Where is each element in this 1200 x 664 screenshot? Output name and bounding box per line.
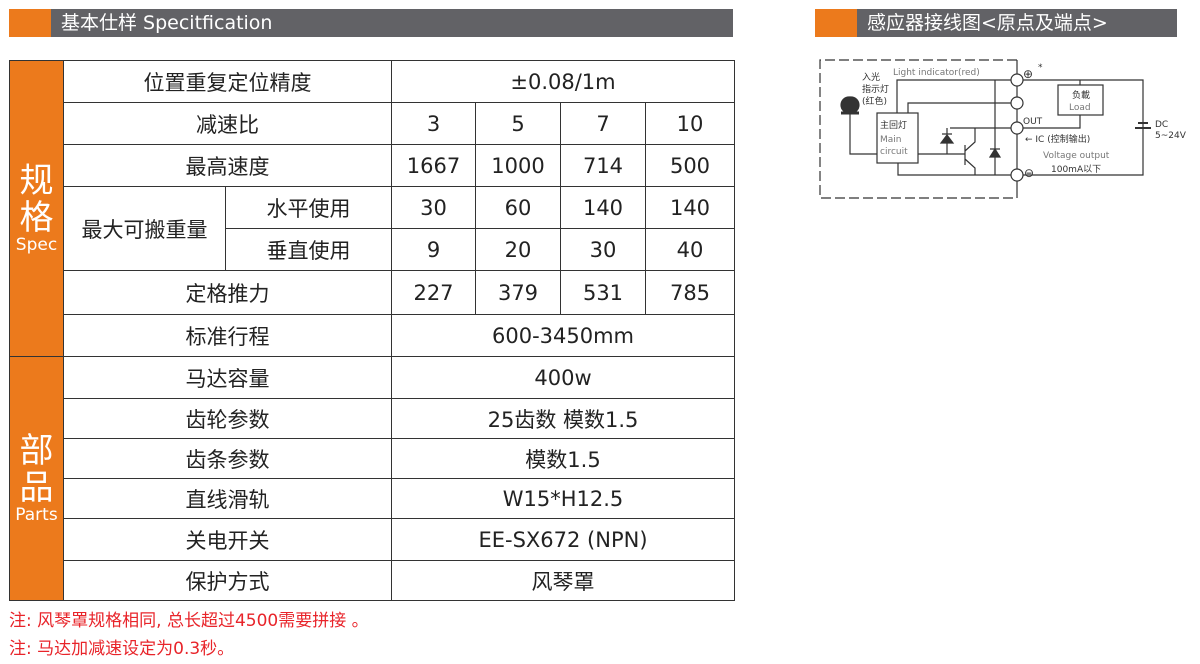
row-value: ±0.08/1m bbox=[391, 60, 735, 103]
row-value: 531 bbox=[560, 270, 646, 315]
dc-label: DC bbox=[1155, 120, 1168, 130]
wiring-header: 感应器接线图<原点及端点> bbox=[815, 9, 1177, 37]
row-value: 7 bbox=[560, 102, 646, 145]
current-label: 100mA以下 bbox=[1051, 165, 1101, 175]
indicator-label: 指示灯 bbox=[862, 83, 889, 95]
header-accent bbox=[9, 9, 51, 37]
circuit-label: circuit bbox=[880, 147, 908, 157]
row-value: 227 bbox=[391, 270, 476, 315]
out-label: OUT bbox=[1023, 117, 1043, 127]
table-row: 最大可搬重量 水平使用 30 60 140 140 bbox=[10, 186, 735, 271]
row-label: 最大可搬重量 bbox=[63, 186, 226, 271]
table-row: 减速比 3 5 7 10 bbox=[10, 102, 735, 145]
row-sublabel: 垂直使用 bbox=[225, 228, 392, 271]
row-value: 785 bbox=[645, 270, 735, 315]
table-row: 规格 Spec 位置重复定位精度 ±0.08/1m bbox=[9, 60, 735, 357]
row-value: 1000 bbox=[475, 144, 561, 187]
row-value: 60 bbox=[475, 186, 561, 229]
row-value: EE-SX672 (NPN) bbox=[391, 518, 735, 561]
minus-label: ⊖ bbox=[1024, 166, 1034, 180]
row-label: 减速比 bbox=[63, 102, 392, 145]
row-value: 模数1.5 bbox=[391, 438, 735, 479]
row-label: 保护方式 bbox=[63, 560, 392, 601]
wiring-title: 感应器接线图<原点及端点> bbox=[867, 12, 1108, 34]
table-row: 垂直使用 9 20 30 40 bbox=[10, 228, 735, 271]
section-parts: 部品 Parts bbox=[9, 356, 64, 601]
table-row: 齿条参数 模数1.5 bbox=[10, 438, 735, 479]
row-label: 关电开关 bbox=[63, 518, 392, 561]
voltage-label: Voltage output bbox=[1043, 151, 1110, 161]
row-value: 30 bbox=[560, 228, 646, 271]
row-label: 最高速度 bbox=[63, 144, 392, 187]
table-row: 最高速度 1667 1000 714 500 bbox=[10, 144, 735, 187]
row-value: 9 bbox=[391, 228, 476, 271]
table-row: 标准行程 600-3450mm bbox=[10, 314, 735, 357]
in-light-label: 入光 bbox=[862, 71, 880, 83]
note-1: 注: 风琴罩规格相同, 总长超过4500需要拼接 。 bbox=[9, 611, 369, 631]
row-value: 3 bbox=[391, 102, 476, 145]
row-value: 1667 bbox=[391, 144, 476, 187]
table-row: 定格推力 227 379 531 785 bbox=[10, 270, 735, 315]
spec-title: 基本仕样 Specitfication bbox=[61, 12, 273, 34]
led-icon bbox=[840, 96, 860, 114]
load-label: Load bbox=[1069, 103, 1091, 113]
ic-label: ← IC (控制输出) bbox=[1025, 133, 1090, 145]
row-label: 位置重复定位精度 bbox=[63, 60, 392, 103]
row-sublabel: 水平使用 bbox=[225, 186, 392, 229]
row-label: 齿轮参数 bbox=[63, 398, 392, 439]
header-accent bbox=[815, 9, 857, 37]
section-spec: 规格 Spec bbox=[9, 60, 64, 357]
row-value: 风琴罩 bbox=[391, 560, 735, 601]
row-value: 400w bbox=[391, 356, 735, 399]
wiring-diagram: Light indicator(red) ⊕ * 入光 指示灯 (红色) 主回灯… bbox=[819, 59, 1187, 199]
row-value: W15*H12.5 bbox=[391, 478, 735, 519]
row-value: 140 bbox=[645, 186, 735, 229]
spec-table: 规格 Spec 位置重复定位精度 ±0.08/1m 减速比 3 5 7 10 最高速度 1667 10… bbox=[9, 60, 735, 601]
row-value: 714 bbox=[560, 144, 646, 187]
row-value: 10 bbox=[645, 102, 735, 145]
row-label: 齿条参数 bbox=[63, 438, 392, 479]
load-cn-label: 负載 bbox=[1072, 89, 1090, 101]
red-label: (红色) bbox=[862, 95, 887, 107]
table-row: 保护方式 风琴罩 bbox=[10, 560, 735, 601]
row-value: 379 bbox=[475, 270, 561, 315]
row-label: 直线滑轨 bbox=[63, 478, 392, 519]
spec-header: 基本仕样 Specitfication bbox=[9, 9, 733, 37]
sensor-boundary bbox=[819, 59, 1017, 199]
row-value: 600-3450mm bbox=[391, 314, 735, 357]
row-value: 500 bbox=[645, 144, 735, 187]
star-label: * bbox=[1038, 63, 1043, 73]
row-value: 5 bbox=[475, 102, 561, 145]
row-label: 定格推力 bbox=[63, 270, 392, 315]
row-value: 140 bbox=[560, 186, 646, 229]
table-row: 齿轮参数 25齿数 模数1.5 bbox=[10, 398, 735, 439]
table-row: 直线滑轨 W15*H12.5 bbox=[10, 478, 735, 519]
terminal-plus bbox=[1010, 73, 1024, 87]
table-row: 关电开关 EE-SX672 (NPN) bbox=[10, 518, 735, 561]
note-2: 注: 马达加减速设定为0.3秒。 bbox=[9, 639, 235, 659]
dc-voltage-label: 5~24V bbox=[1155, 131, 1187, 141]
row-value: 20 bbox=[475, 228, 561, 271]
light-indicator-label: Light indicator(red) bbox=[893, 68, 980, 78]
plus-label: ⊕ bbox=[1023, 67, 1033, 81]
row-value: 30 bbox=[391, 186, 476, 229]
row-label: 标准行程 bbox=[63, 314, 392, 357]
row-value: 40 bbox=[645, 228, 735, 271]
main-cn-label: 主回灯 bbox=[880, 119, 907, 131]
row-label: 马达容量 bbox=[63, 356, 392, 399]
table-row: 部品 Parts 马达容量 400w bbox=[9, 356, 735, 601]
row-value: 25齿数 模数1.5 bbox=[391, 398, 735, 439]
main-label: Main bbox=[880, 135, 902, 145]
